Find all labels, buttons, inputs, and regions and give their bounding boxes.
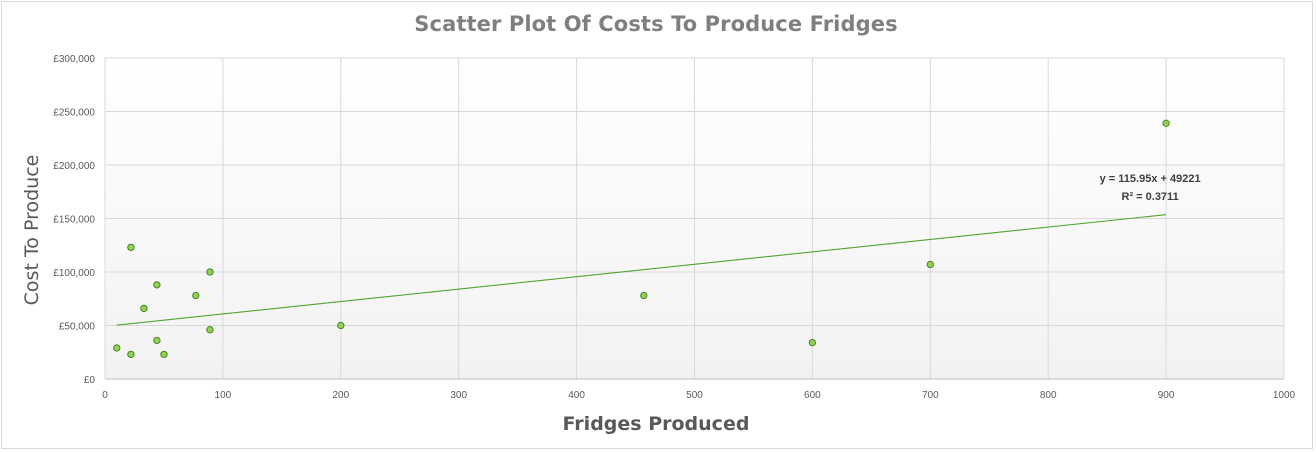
data-point	[153, 281, 161, 289]
data-point	[140, 304, 148, 313]
gridlines	[105, 57, 1285, 379]
data-point	[192, 291, 200, 300]
tick-labels: 0 100 200 300 400 500 600 700 800 900 1000 £0 £50,00…	[53, 54, 1295, 401]
trendline-r2-label: R² = 0.3711	[1122, 191, 1179, 203]
x-tick-label: 500	[686, 390, 703, 401]
y-tick-label: £300,000	[53, 54, 95, 65]
x-tick-label: 400	[568, 390, 585, 401]
trendline	[116, 214, 1167, 326]
data-point	[153, 336, 161, 345]
data-point	[926, 260, 934, 269]
x-tick-label: 700	[922, 390, 939, 401]
x-tick-label: 600	[804, 390, 821, 401]
y-tick-label: £0	[84, 375, 96, 386]
x-tick-label: 800	[1040, 390, 1057, 401]
trendline-equation: y = 115.95x + 49221 R² = 0.3711	[1100, 173, 1201, 203]
y-tick-label: £200,000	[53, 161, 95, 172]
data-point	[206, 268, 214, 276]
data-points	[113, 119, 1170, 359]
data-point	[160, 350, 168, 359]
data-point	[113, 344, 121, 352]
data-point	[127, 243, 135, 252]
y-tick-label: £150,000	[53, 215, 95, 226]
data-point	[1162, 119, 1170, 127]
x-tick-label: 0	[102, 390, 108, 401]
y-tick-label: £100,000	[53, 268, 95, 279]
y-tick-label: £250,000	[53, 108, 95, 119]
x-tick-label: 200	[332, 390, 349, 401]
trendline-equation-label: y = 115.95x + 49221	[1100, 173, 1201, 185]
y-axis-title: Cost To Produce	[21, 154, 43, 306]
data-point	[127, 350, 135, 359]
x-tick-label: 900	[1158, 390, 1175, 401]
x-tick-label: 1000	[1273, 390, 1296, 401]
x-tick-label: 100	[215, 390, 232, 401]
chart-title: Scatter Plot Of Costs To Produce Fridges	[414, 12, 898, 36]
data-point	[337, 321, 345, 330]
x-axis-title: Fridges Produced	[562, 413, 750, 435]
data-point	[640, 291, 648, 300]
trendline-layer	[116, 214, 1167, 326]
data-point	[206, 326, 214, 334]
axes	[104, 58, 1284, 380]
y-tick-label: £50,000	[59, 322, 96, 333]
x-tick-label: 300	[450, 390, 467, 401]
data-point	[808, 338, 817, 347]
